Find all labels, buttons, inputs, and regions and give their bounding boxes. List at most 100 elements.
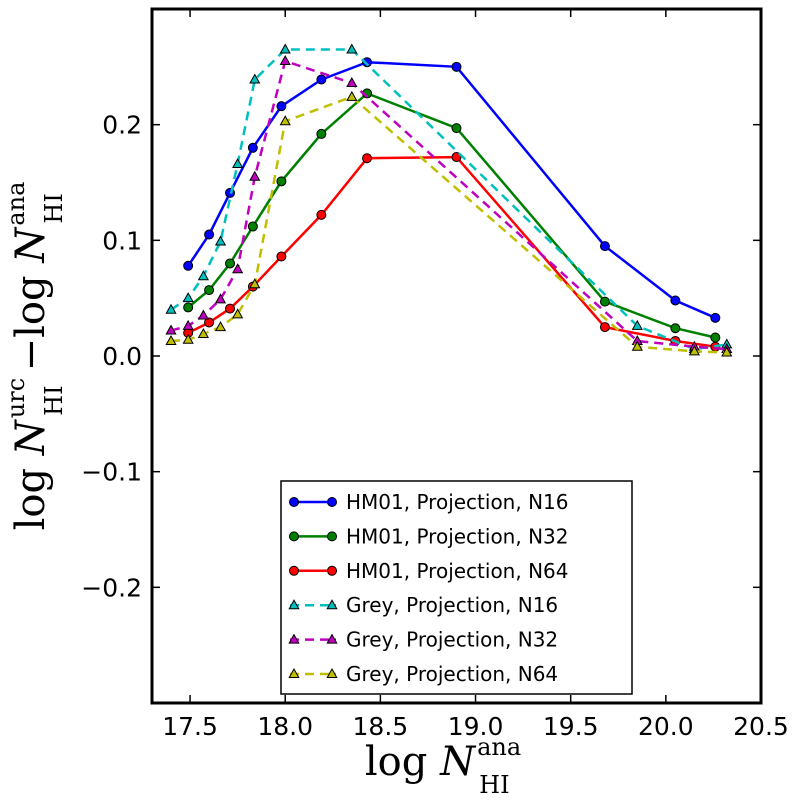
y-axis-label: log Nurc HI −log Nana HI [2,182,68,531]
y-label-var-1: N [8,418,54,456]
series-layer [165,43,733,357]
legend-item: Grey, Projection, N32 [288,628,558,652]
data-point [249,170,261,181]
data-point [197,309,209,320]
data-point [599,322,610,333]
series-line [170,48,727,351]
data-point [165,324,177,335]
x-tick-label: 17.5 [162,712,218,741]
data-point [276,101,287,112]
y-label-sup-1: urc [2,378,30,418]
data-point [249,73,261,84]
legend-marker [327,565,337,576]
legend-marker [326,667,338,678]
data-point [214,235,227,246]
data-point [688,345,700,356]
x-label-sup: ana [477,733,521,761]
legend-item: Grey, Projection, N64 [288,662,558,686]
y-label-log-1: log [8,455,54,530]
series-line [187,155,716,348]
series-6 [165,90,733,357]
y-tick-label: −0.1 [81,458,142,487]
legend-marker [327,531,337,542]
x-tick-label: 18.5 [353,712,409,741]
legend-label: HM01, Projection, N16 [346,490,568,514]
legend-marker [288,667,300,678]
legend-marker [326,599,338,610]
x-axis-label: log Nana HI [365,733,521,799]
x-tick-label: 20.0 [638,712,694,741]
legend-marker [288,599,300,610]
legend-label: HM01, Projection, N64 [346,559,568,583]
legend-marker [289,531,299,542]
data-point [204,317,215,328]
data-point [362,153,373,164]
data-point [631,340,643,351]
y-tick-label: 0.2 [102,111,142,140]
y-tick-label: 0.0 [102,342,142,371]
data-point [197,327,209,339]
data-point [204,229,215,240]
legend-box [280,480,633,695]
y-label-sub-1: HI [40,385,68,415]
data-point [279,43,291,54]
series-line [170,59,727,351]
data-point [165,334,177,345]
data-point [670,323,681,334]
legend-items: HM01, Projection, N16 HM01, Projection, N… [288,490,568,686]
legend-label: HM01, Projection, N32 [346,524,568,548]
series-line [187,91,716,339]
data-point [279,55,291,66]
legend-marker [327,497,337,507]
x-tick-label: 19.0 [448,712,504,741]
y-tick-label: −0.2 [81,573,142,602]
data-point [631,319,643,330]
data-point [183,302,194,313]
data-point [362,57,373,68]
data-point [204,285,215,296]
y-tick-label: 0.1 [102,226,142,255]
data-point [225,303,236,314]
series-5 [165,55,733,354]
data-point [721,346,733,357]
data-point [165,303,177,314]
data-point [316,128,327,139]
series-line [187,60,716,319]
x-label-var: N [439,739,477,785]
data-point [451,123,462,134]
data-point [249,278,261,289]
y-label-var-2: N [8,226,54,264]
data-point [599,296,610,307]
y-label-minus: −log [8,263,54,372]
data-point [710,312,721,323]
data-point [182,292,194,303]
data-point [279,115,291,126]
legend-item: HM01, Projection, N16 [289,490,568,514]
legend-label: Grey, Projection, N64 [346,662,558,686]
x-tick-label: 20.5 [733,712,789,741]
data-point [710,332,721,343]
data-point [225,258,236,269]
legend-marker [289,497,299,507]
data-point [197,270,209,281]
tick-layer: 17.5 18.0 18.5 19.0 19.5 20.0 20.5 −0.2 −0.1 0.0 0… [81,9,789,741]
legend-item: HM01, Projection, N64 [289,559,568,583]
data-point [183,260,194,271]
series-3 [183,152,721,352]
data-point [451,152,462,163]
legend-label: Grey, Projection, N16 [346,593,558,617]
data-point [276,176,287,187]
series-1 [183,57,721,323]
legend-item: HM01, Projection, N32 [289,524,568,548]
x-label-log: log [365,739,440,785]
legend-marker [326,633,338,644]
data-point [214,321,227,332]
data-point [232,308,244,319]
data-point [346,43,358,54]
x-tick-label: 18.0 [257,712,313,741]
y-label-sub-2: HI [40,193,68,223]
data-point [247,142,258,153]
legend: HM01, Projection, N16 HM01, Projection, N… [280,480,633,695]
data-point [214,293,227,304]
